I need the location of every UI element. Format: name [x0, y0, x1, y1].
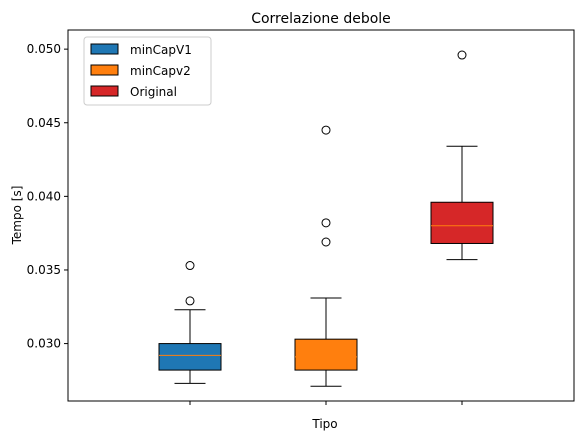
chart-title: Correlazione debole	[251, 11, 391, 27]
x-axis-label: Tipo	[311, 417, 337, 431]
plot-area	[158, 50, 494, 387]
plot-frame	[67, 29, 575, 402]
iqr-box	[158, 343, 222, 371]
x-axis	[189, 401, 463, 405]
box-minCapv2	[294, 125, 358, 387]
legend-label: Original	[130, 85, 177, 99]
box-minCapV1	[158, 261, 222, 384]
outlier-point	[321, 237, 331, 247]
outlier-point	[185, 296, 195, 306]
y-tick-label: 0.040	[27, 189, 61, 203]
outlier-point	[457, 50, 467, 60]
y-tick-label: 0.045	[27, 116, 61, 130]
y-axis-label: Tempo [s]	[10, 186, 24, 246]
y-axis: 0.030 0.035 0.040 0.045 0.050	[27, 42, 68, 351]
legend-swatch	[90, 43, 119, 55]
outlier-point	[321, 218, 331, 228]
legend-swatch	[90, 64, 119, 76]
y-tick-label: 0.030	[27, 337, 61, 351]
legend-swatch	[90, 85, 119, 97]
legend-label: minCapv2	[130, 64, 191, 78]
outlier-point	[321, 125, 331, 135]
legend: minCapV1 minCapv2 Original	[83, 36, 212, 106]
legend-label: minCapV1	[130, 43, 192, 57]
y-tick-label: 0.050	[27, 42, 61, 56]
y-tick-label: 0.035	[27, 263, 61, 277]
box-Original	[430, 50, 494, 261]
iqr-box	[294, 338, 358, 371]
iqr-box	[430, 201, 494, 244]
outlier-point	[185, 261, 195, 271]
